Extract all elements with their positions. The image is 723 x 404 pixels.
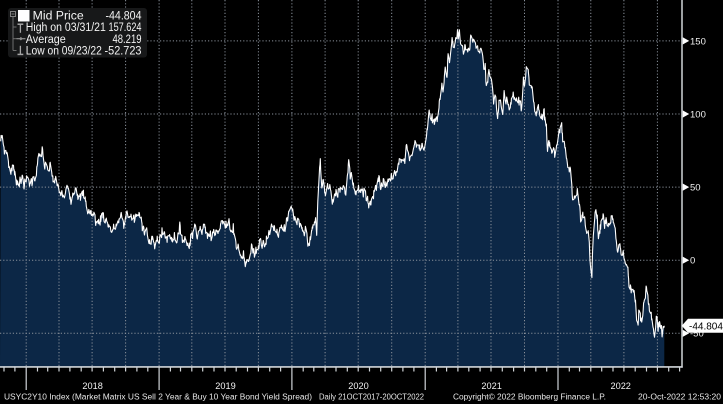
svg-text:-44.804: -44.804 bbox=[106, 10, 143, 22]
svg-text:Mid Price: Mid Price bbox=[33, 10, 84, 22]
svg-text:USYC2Y10 Index (Market Matrix: USYC2Y10 Index (Market Matrix US Sell 2 … bbox=[4, 393, 312, 402]
svg-text:50: 50 bbox=[690, 183, 701, 194]
svg-text:-52.723: -52.723 bbox=[105, 46, 142, 58]
svg-text:100: 100 bbox=[690, 109, 706, 120]
svg-text:2019: 2019 bbox=[215, 381, 235, 391]
svg-text:2018: 2018 bbox=[82, 381, 102, 391]
svg-text:Copyright© 2022 Bloomberg Fina: Copyright© 2022 Bloomberg Finance L.P. bbox=[453, 393, 606, 402]
svg-text:0: 0 bbox=[690, 256, 695, 267]
svg-text:2022: 2022 bbox=[610, 381, 630, 391]
svg-text:2021: 2021 bbox=[481, 381, 501, 391]
svg-text:Average: Average bbox=[26, 34, 66, 46]
svg-text:48.219: 48.219 bbox=[113, 34, 142, 46]
svg-text:-44.804: -44.804 bbox=[689, 321, 723, 332]
svg-text:20-Oct-2022 12:53:20: 20-Oct-2022 12:53:20 bbox=[638, 393, 722, 402]
svg-text:Daily 21OCT2017-20OCT2022: Daily 21OCT2017-20OCT2022 bbox=[319, 393, 425, 402]
svg-text:2020: 2020 bbox=[348, 381, 368, 391]
svg-text:150: 150 bbox=[690, 36, 706, 47]
svg-text:-50: -50 bbox=[690, 329, 704, 340]
svg-text:157.624: 157.624 bbox=[109, 22, 142, 34]
svg-text:High on 03/31/21: High on 03/31/21 bbox=[26, 22, 106, 34]
svg-text:Low on 09/23/22: Low on 09/23/22 bbox=[26, 46, 102, 58]
